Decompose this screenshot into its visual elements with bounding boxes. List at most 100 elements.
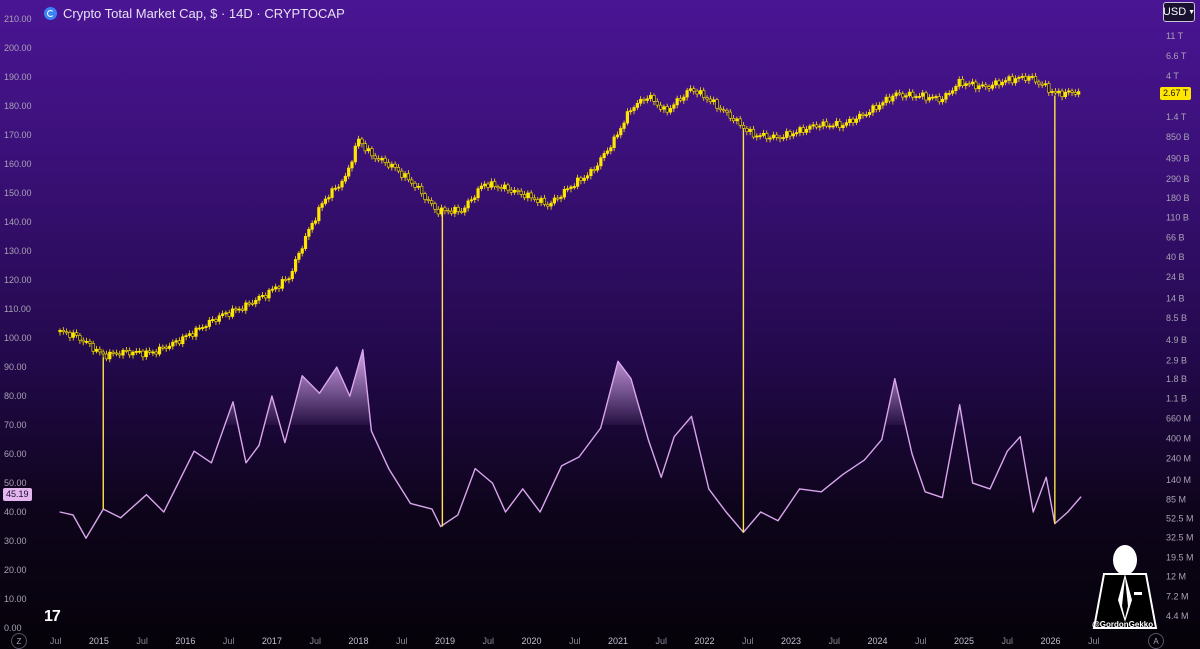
rsi-point: [959, 404, 961, 406]
mcap-candle: [811, 124, 815, 127]
mcap-candle: [622, 122, 626, 129]
x-axis-tick-label: 2020: [521, 636, 541, 646]
rsi-point: [491, 482, 494, 484]
mcap-candle: [665, 106, 669, 113]
mcap-candle: [449, 210, 454, 214]
mcap-candle: [685, 90, 689, 98]
mcap-candle: [363, 143, 367, 152]
right-axis-tick-label: 6.6 T: [1166, 51, 1187, 61]
right-axis-tick-label: 110 B: [1166, 212, 1189, 222]
right-axis-tick-label: 8.5 B: [1166, 313, 1187, 323]
mcap-candle: [768, 137, 772, 140]
right-axis-tick-label: 52.5 M: [1166, 513, 1194, 523]
mcap-candle: [705, 97, 709, 100]
mcap-candle: [1010, 76, 1014, 84]
mcap-candle: [333, 187, 338, 190]
mcap-candle: [529, 192, 533, 199]
mcap-candle: [147, 350, 152, 353]
mcap-candle: [848, 118, 852, 123]
mcap-candle: [503, 184, 507, 190]
mcap-candle: [741, 125, 746, 129]
x-axis-tick-label: Jul: [396, 636, 408, 646]
currency-selector-button[interactable]: USD ▼: [1163, 2, 1195, 22]
mcap-candle: [569, 186, 573, 189]
mcap-candle: [237, 308, 241, 311]
mcap-candle: [307, 229, 311, 237]
mcap-candle: [579, 177, 583, 181]
mcap-candle: [151, 351, 155, 354]
mcap-candle: [635, 102, 639, 108]
rsi-point: [258, 444, 260, 446]
left-axis-tick-label: 100.00: [4, 333, 32, 343]
mcap-candle: [317, 207, 321, 222]
rsi-point: [370, 430, 373, 432]
mcap-candle: [629, 110, 633, 113]
mcap-candle: [526, 192, 530, 199]
auto-scale-button[interactable]: A: [1148, 633, 1164, 649]
zoom-reset-button[interactable]: Z: [11, 633, 27, 649]
mcap-candle: [941, 99, 945, 103]
left-axis-tick-label: 40.00: [4, 507, 27, 517]
rsi-point: [1032, 511, 1034, 513]
mcap-candle: [157, 346, 162, 355]
mcap-candle: [323, 198, 328, 204]
left-axis-tick-label: 130.00: [4, 246, 32, 256]
rsi-value-badge: 45.19: [3, 488, 32, 501]
mcap-candle: [639, 99, 643, 104]
rsi-point: [284, 441, 286, 444]
mcap-candle: [960, 79, 965, 87]
mcap-candle: [658, 104, 663, 110]
mcap-candle: [426, 199, 430, 201]
mcap-candle: [582, 177, 586, 181]
rsi-point: [647, 438, 649, 441]
mcap-candle: [1067, 90, 1071, 93]
right-axis-tick-label: 7.2 M: [1166, 592, 1189, 602]
mcap-candle: [171, 341, 175, 347]
right-axis-tick-label: 1.4 T: [1166, 112, 1187, 122]
mcap-candle: [300, 248, 304, 254]
mcap-candle: [430, 200, 434, 204]
mcap-candle: [927, 97, 931, 101]
right-axis-tick-label: 4.4 M: [1166, 611, 1189, 621]
mcap-candle: [997, 80, 1001, 86]
x-axis-tick-label: 2021: [608, 636, 628, 646]
mcap-candle: [1017, 76, 1021, 79]
mcap-candle: [366, 148, 371, 152]
mcap-candle: [642, 99, 646, 101]
left-axis-tick-label: 80.00: [4, 391, 27, 401]
rsi-point: [1067, 511, 1069, 513]
rsi-overbought-fill: [224, 349, 964, 426]
mcap-candle: [181, 336, 185, 345]
mcap-candle: [662, 106, 666, 110]
mcap-candle: [476, 188, 480, 199]
right-axis-tick-label: 490 B: [1166, 153, 1190, 163]
rsi-point: [617, 360, 619, 362]
left-axis-tick-label: 60.00: [4, 449, 27, 459]
mcap-candle: [532, 197, 537, 200]
right-axis-tick-label: 11 T: [1166, 31, 1184, 41]
mcap-candle: [134, 350, 138, 353]
right-axis-tick-label: 660 M: [1166, 414, 1191, 424]
mcap-candle: [347, 167, 351, 177]
mcap-candle: [167, 345, 172, 349]
mcap-candle: [337, 186, 341, 189]
rsi-point: [799, 488, 801, 490]
mcap-candle: [446, 210, 450, 213]
mcap-candle: [254, 300, 258, 305]
x-axis-tick-label: Jul: [1088, 636, 1100, 646]
mcap-candle: [645, 98, 649, 101]
mcap-candle: [864, 114, 868, 117]
mcap-candle: [649, 95, 653, 100]
mcap-candle: [270, 288, 274, 291]
rsi-point: [863, 459, 866, 461]
mcap-candle: [937, 96, 941, 103]
mcap-candle: [592, 169, 596, 171]
mcap-candle: [735, 118, 739, 122]
mcap-candle: [174, 340, 178, 343]
rsi-point: [59, 511, 61, 513]
left-axis-tick-label: 50.00: [4, 478, 27, 488]
mcap-candle: [522, 194, 527, 199]
mcap-candle: [798, 127, 802, 133]
rsi-point: [210, 462, 212, 464]
